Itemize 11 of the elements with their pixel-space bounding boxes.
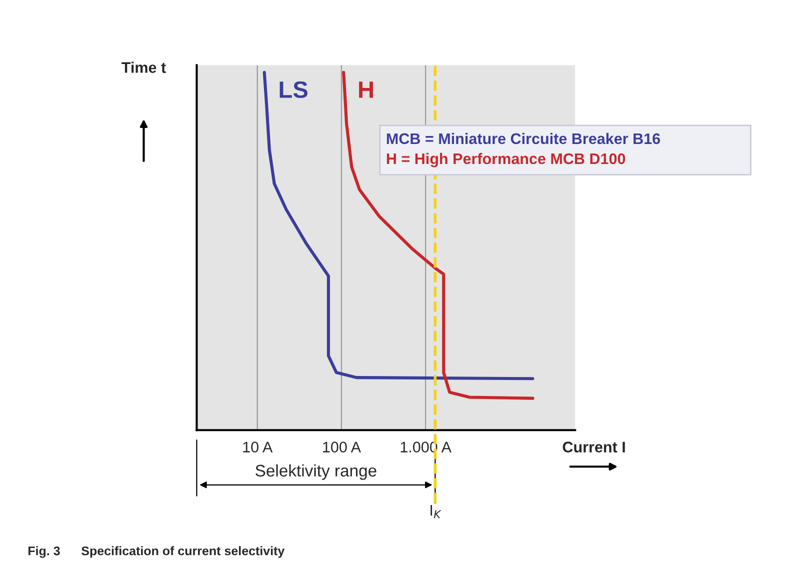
text: Selektivity range	[256, 464, 376, 480]
x-tick-label: 100 A	[323, 442, 361, 452]
annotation: MCB = Miniature Circuite Breaker B16	[386, 132, 660, 144]
annotation: H = High Performance MCB D100	[386, 152, 626, 168]
series-label: H	[359, 82, 373, 98]
x-axis-title: Current I	[562, 442, 625, 452]
ref-line-label: I$_{K}$	[430, 505, 442, 518]
x-tick-label: 10 A	[243, 442, 273, 452]
y-axis-title: Time t	[122, 62, 166, 73]
caption: Fig. 3 Specification of current selectivity	[28, 546, 285, 558]
series-label: LS	[280, 81, 308, 98]
